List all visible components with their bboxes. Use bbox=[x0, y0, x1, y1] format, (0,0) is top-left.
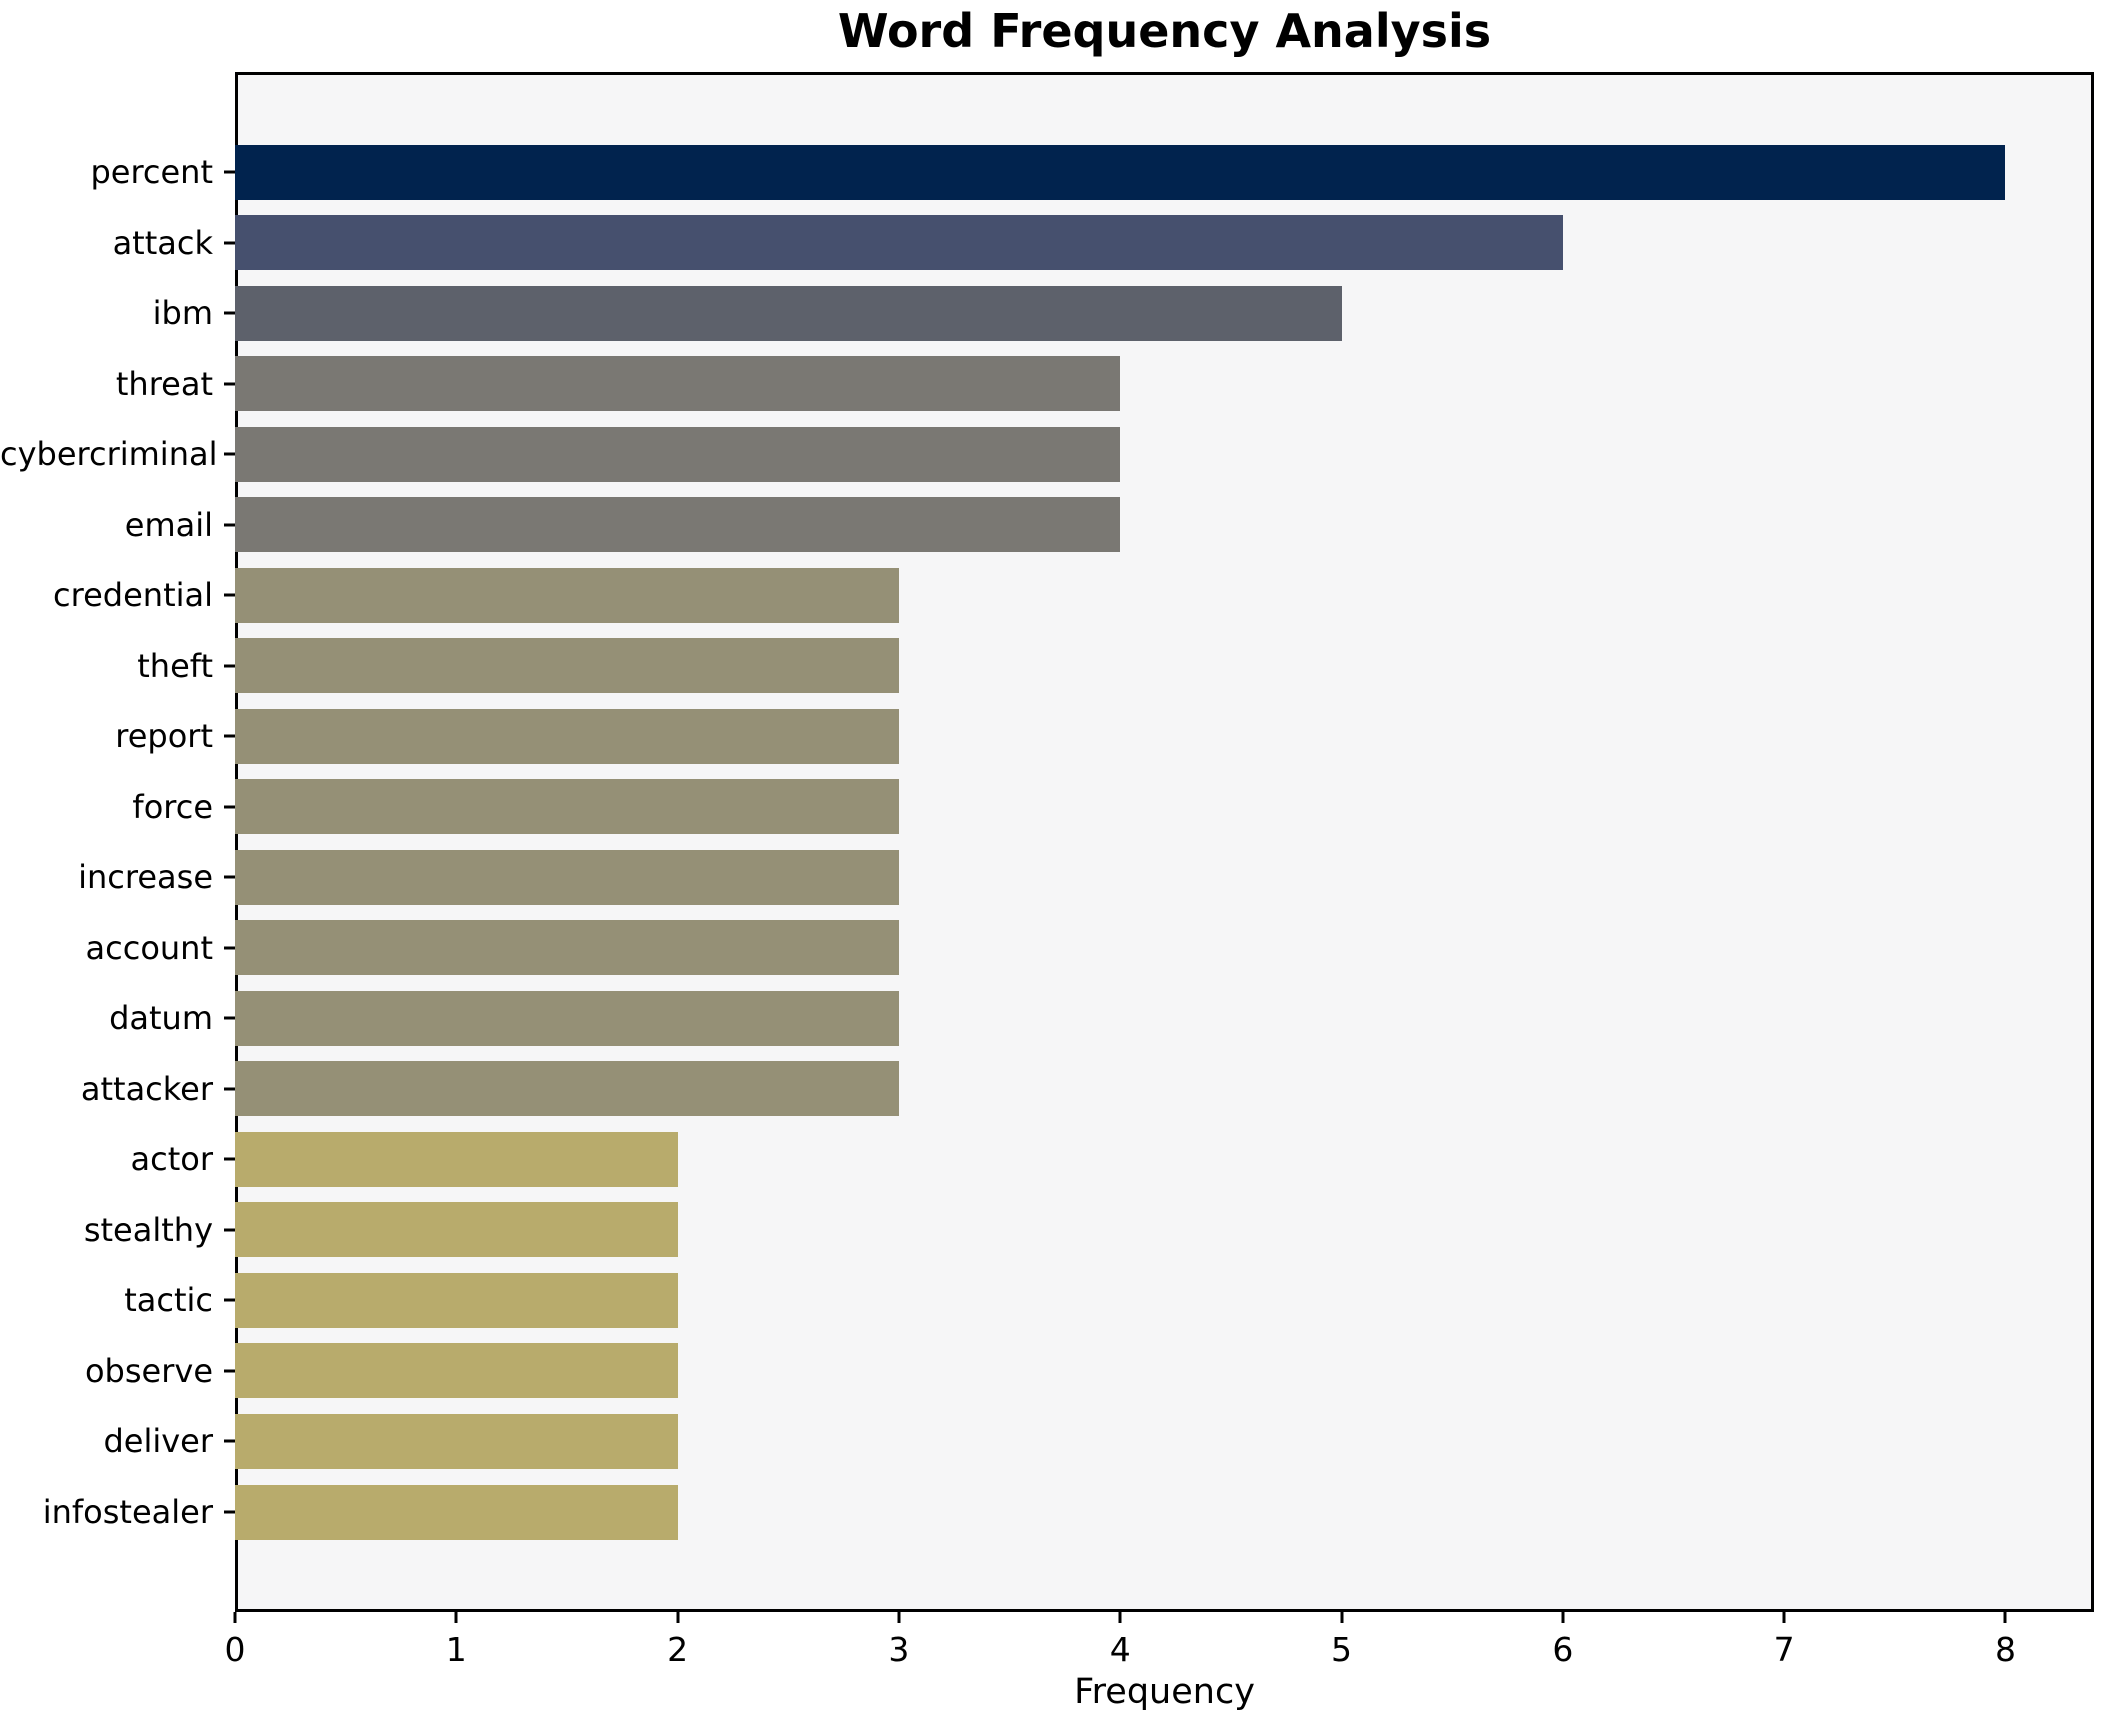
x-tick-mark bbox=[676, 1612, 680, 1623]
y-label-percent: percent bbox=[90, 153, 213, 191]
y-tick-mark bbox=[224, 241, 235, 245]
bar-ibm bbox=[235, 285, 1342, 341]
bar-observe bbox=[235, 1343, 678, 1399]
y-tick-mark bbox=[224, 1157, 235, 1161]
bar-actor bbox=[235, 1131, 678, 1187]
y-label-observe: observe bbox=[84, 1351, 213, 1390]
y-tick-mark bbox=[224, 170, 235, 174]
x-tick-mark bbox=[897, 1612, 901, 1623]
y-label-attack: attack bbox=[112, 223, 213, 262]
x-tick-label-1: 1 bbox=[445, 1630, 467, 1669]
x-tick-mark bbox=[1782, 1612, 1786, 1623]
bar-theft bbox=[235, 638, 899, 694]
x-tick-label-5: 5 bbox=[1331, 1630, 1353, 1669]
bar-datum bbox=[235, 990, 899, 1046]
x-tick-mark bbox=[1118, 1612, 1122, 1623]
bar-report bbox=[235, 708, 899, 764]
bar-increase bbox=[235, 849, 899, 905]
y-label-datum: datum bbox=[109, 999, 213, 1038]
y-tick-mark bbox=[224, 1087, 235, 1091]
bar-cybercriminal bbox=[235, 426, 1120, 482]
y-label-actor: actor bbox=[130, 1140, 213, 1179]
y-tick-mark bbox=[224, 382, 235, 386]
bar-deliver bbox=[235, 1413, 678, 1469]
y-label-report: report bbox=[115, 717, 213, 756]
bar-email bbox=[235, 497, 1120, 553]
x-tick-mark bbox=[454, 1612, 458, 1623]
x-tick-label-3: 3 bbox=[888, 1630, 910, 1669]
y-tick-mark bbox=[224, 452, 235, 456]
plot-area bbox=[235, 72, 2094, 1612]
y-label-cybercriminal: cybercriminal bbox=[0, 435, 218, 474]
y-label-threat: threat bbox=[115, 364, 213, 403]
bar-credential bbox=[235, 567, 899, 623]
y-tick-mark bbox=[224, 1016, 235, 1020]
x-tick-mark bbox=[1340, 1612, 1344, 1623]
y-tick-mark bbox=[224, 664, 235, 668]
bar-stealthy bbox=[235, 1202, 678, 1258]
x-tick-mark bbox=[1561, 1612, 1565, 1623]
y-label-ibm: ibm bbox=[152, 294, 213, 333]
x-tick-mark bbox=[2003, 1612, 2007, 1623]
y-label-account: account bbox=[85, 928, 213, 967]
y-label-deliver: deliver bbox=[103, 1422, 213, 1461]
y-label-theft: theft bbox=[137, 646, 213, 685]
x-tick-label-6: 6 bbox=[1552, 1630, 1574, 1669]
bar-attacker bbox=[235, 1061, 899, 1117]
y-label-force: force bbox=[132, 787, 213, 826]
y-tick-mark bbox=[224, 1439, 235, 1443]
y-label-infostealer: infostealer bbox=[42, 1493, 213, 1531]
bar-tactic bbox=[235, 1272, 678, 1328]
y-tick-mark bbox=[224, 734, 235, 738]
x-axis-title: Frequency bbox=[1074, 1672, 1255, 1712]
x-tick-label-4: 4 bbox=[1109, 1630, 1131, 1669]
y-tick-mark bbox=[224, 946, 235, 950]
y-label-stealthy: stealthy bbox=[83, 1210, 213, 1249]
x-tick-label-8: 8 bbox=[1994, 1630, 2016, 1669]
x-tick-label-2: 2 bbox=[667, 1630, 689, 1669]
bar-infostealer bbox=[235, 1484, 678, 1540]
x-tick-mark bbox=[233, 1612, 237, 1623]
y-tick-mark bbox=[224, 523, 235, 527]
y-label-tactic: tactic bbox=[124, 1281, 213, 1320]
y-tick-mark bbox=[224, 311, 235, 315]
y-label-attacker: attacker bbox=[80, 1069, 213, 1108]
y-tick-mark bbox=[224, 1298, 235, 1302]
y-label-increase: increase bbox=[78, 858, 213, 897]
x-tick-label-7: 7 bbox=[1773, 1630, 1795, 1669]
bar-attack bbox=[235, 215, 1563, 271]
bar-account bbox=[235, 920, 899, 976]
y-tick-mark bbox=[224, 593, 235, 597]
y-tick-mark bbox=[224, 1510, 235, 1514]
y-tick-mark bbox=[224, 875, 235, 879]
bar-force bbox=[235, 779, 899, 835]
bar-threat bbox=[235, 356, 1120, 412]
chart-title: Word Frequency Analysis bbox=[837, 4, 1492, 58]
bar-percent bbox=[235, 144, 2005, 200]
y-label-credential: credential bbox=[53, 576, 213, 615]
y-tick-mark bbox=[224, 1228, 235, 1232]
x-tick-label-0: 0 bbox=[224, 1630, 246, 1669]
y-tick-mark bbox=[224, 805, 235, 809]
y-tick-mark bbox=[224, 1369, 235, 1373]
y-label-email: email bbox=[124, 505, 213, 544]
